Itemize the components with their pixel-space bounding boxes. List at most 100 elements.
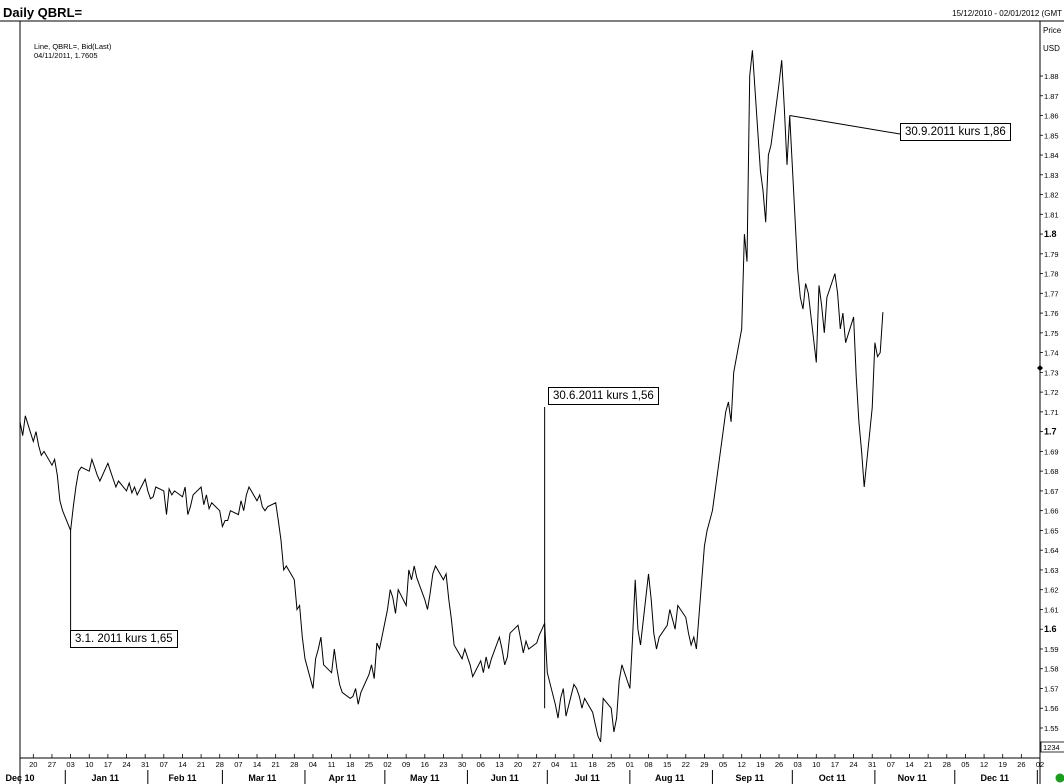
x-day-label: 20 — [514, 760, 522, 769]
x-day-label: 25 — [607, 760, 615, 769]
x-month-label: Oct 11 — [819, 773, 846, 783]
y-tick-label: 1.58 — [1044, 665, 1059, 674]
y-tick-label: 1.79 — [1044, 250, 1059, 259]
x-day-label: 14 — [178, 760, 186, 769]
x-day-label: 16 — [421, 760, 429, 769]
x-month-label: Mar 11 — [248, 773, 276, 783]
y-axis: 1.55 1.56 1.57 1.58 1.59 1.6 1.61 1.62 1.63 1.64 1… — [1040, 72, 1059, 733]
y-tick-label: 1.69 — [1044, 447, 1059, 456]
x-day-label: 03 — [66, 760, 74, 769]
x-month-label: Jun 11 — [491, 773, 519, 783]
x-month-label: Feb 11 — [168, 773, 196, 783]
y-tick-label: 1.75 — [1044, 329, 1059, 338]
y-tick-label: 1.7 — [1044, 427, 1057, 437]
annotation-leader — [789, 115, 901, 135]
y-tick-label: 1.63 — [1044, 566, 1059, 575]
x-axis: 20 27 03 10 17 24 31 07 14 21 28 07 14 21 28 04 11 18 25 02… — [5, 754, 1044, 784]
x-day-label: 17 — [104, 760, 112, 769]
x-day-label: 28 — [943, 760, 951, 769]
x-month-label: Dec 11 — [980, 773, 1009, 783]
x-day-label: 28 — [290, 760, 298, 769]
y-tick-label: 1.62 — [1044, 586, 1059, 595]
x-day-label: 02 — [383, 760, 391, 769]
x-month-label: Aug 11 — [655, 773, 685, 783]
x-day-label: 10 — [812, 760, 820, 769]
x-month-label: May 11 — [410, 773, 440, 783]
x-day-label: 17 — [831, 760, 839, 769]
y-tick-label: 1.73 — [1044, 368, 1059, 377]
x-day-label: 12 — [738, 760, 746, 769]
x-day-label: 21 — [924, 760, 932, 769]
legend-value: 04/11/2011, 1.7605 — [34, 51, 98, 60]
status-indicator-icon — [1055, 773, 1064, 783]
x-day-label: 21 — [197, 760, 205, 769]
y-tick-label: 1.68 — [1044, 467, 1059, 476]
x-day-label: 15 — [663, 760, 671, 769]
x-day-label: 20 — [29, 760, 37, 769]
annotation-jun: 30.6.2011 kurs 1,56 — [548, 387, 659, 405]
x-day-label: 04 — [551, 760, 559, 769]
x-day-label: 12 — [980, 760, 988, 769]
x-day-label: 05 — [719, 760, 727, 769]
x-day-label: 04 — [309, 760, 317, 769]
x-day-label: 23 — [439, 760, 447, 769]
annotation-jan: 3.1. 2011 kurs 1,65 — [70, 630, 178, 648]
y-tick-label: 1.76 — [1044, 309, 1059, 318]
x-day-label: 11 — [570, 760, 578, 769]
annotation-sep: 30.9.2011 kurs 1,86 — [900, 123, 1011, 141]
y-tick-label: 1.84 — [1044, 151, 1059, 160]
y-tick-label: 1.55 — [1044, 724, 1059, 733]
y-tick-label: 1.87 — [1044, 92, 1059, 101]
x-day-label: 09 — [402, 760, 410, 769]
y-tick-label: 1.66 — [1044, 507, 1059, 516]
current-value-marker — [1037, 365, 1043, 371]
price-axis-label: Price — [1043, 26, 1062, 35]
x-day-label: 19 — [756, 760, 764, 769]
y-tick-label: 1.8 — [1044, 229, 1057, 239]
x-day-label: 10 — [85, 760, 93, 769]
x-day-label: 26 — [775, 760, 783, 769]
x-day-label: 21 — [271, 760, 279, 769]
x-day-label: 03 — [793, 760, 801, 769]
y-tick-label: 1.86 — [1044, 112, 1059, 121]
x-day-label: 13 — [495, 760, 503, 769]
y-tick-label: 1.72 — [1044, 388, 1059, 397]
x-day-label: 22 — [682, 760, 690, 769]
x-day-label: 07 — [234, 760, 242, 769]
y-tick-label: 1.81 — [1044, 210, 1059, 219]
y-tick-label: 1.65 — [1044, 526, 1059, 535]
x-day-label: 08 — [644, 760, 652, 769]
x-day-label: 30 — [458, 760, 466, 769]
last-value-box — [1040, 741, 1064, 753]
x-day-label: 24 — [849, 760, 857, 769]
annotation-leaders — [70, 115, 901, 709]
y-tick-label: 1.82 — [1044, 191, 1059, 200]
x-month-label: Dec 10 — [5, 773, 34, 783]
x-day-label: 18 — [346, 760, 354, 769]
x-day-label: 26 — [1017, 760, 1025, 769]
x-day-label: 28 — [216, 760, 224, 769]
chart-title: Daily QBRL= — [3, 5, 83, 20]
y-tick-label: 1.88 — [1044, 72, 1059, 81]
x-day-label: 07 — [160, 760, 168, 769]
y-tick-label: 1.61 — [1044, 605, 1059, 614]
y-tick-label: 1.78 — [1044, 270, 1059, 279]
price-series-line[interactable] — [19, 50, 884, 743]
x-day-label: 31 — [141, 760, 149, 769]
x-month-label: Sep 11 — [735, 773, 764, 783]
x-day-label: 25 — [365, 760, 373, 769]
x-day-label: 06 — [477, 760, 485, 769]
x-day-label: 07 — [887, 760, 895, 769]
x-day-label: 19 — [999, 760, 1007, 769]
y-tick-label: 1.59 — [1044, 645, 1059, 654]
x-day-label: 18 — [588, 760, 596, 769]
y-tick-label: 1.71 — [1044, 408, 1059, 417]
unit-axis-label: USD — [1043, 44, 1060, 53]
y-tick-label: 1.74 — [1044, 349, 1059, 358]
y-tick-label: 1.57 — [1044, 684, 1059, 693]
x-day-label: 24 — [122, 760, 130, 769]
x-day-label: 29 — [700, 760, 708, 769]
x-day-label: 14 — [253, 760, 261, 769]
